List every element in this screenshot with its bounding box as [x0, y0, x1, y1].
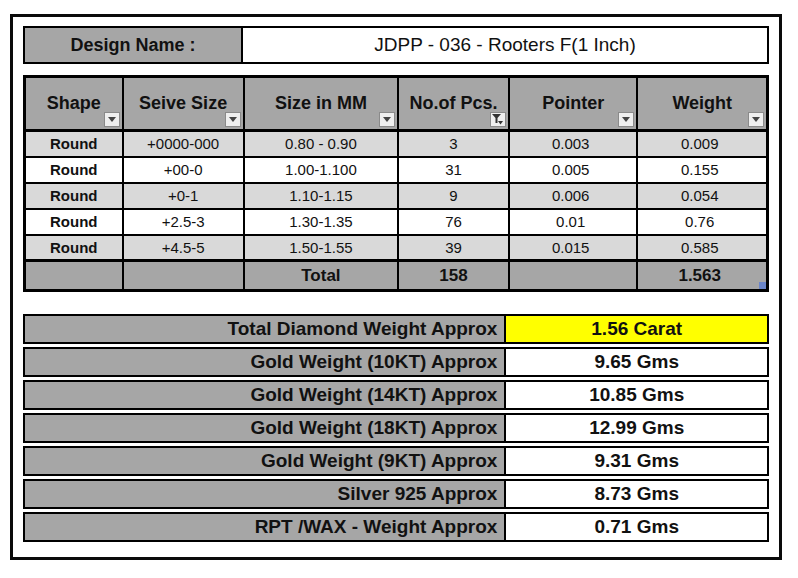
cell-seive: +0000-000 [123, 131, 244, 157]
design-name-row: Design Name : JDPP - 036 - Rooters F(1 I… [23, 26, 769, 64]
filter-dropdown-icon [622, 117, 630, 122]
summary-value: 0.71 Gms [506, 512, 769, 542]
column-header-weight: Weight [637, 77, 767, 131]
column-header-pcs: No.of Pcs. [398, 77, 509, 131]
cell-shape: Round [25, 209, 123, 235]
summary-value: 10.85 Gms [506, 380, 769, 410]
total-weight-cell: 1.563 [637, 261, 767, 291]
summary-label: Gold Weight (14KT) Approx [23, 380, 506, 410]
cell-pointer: 0.015 [509, 235, 638, 261]
cell-mm: 0.80 - 0.90 [244, 131, 399, 157]
cell-mm: 1.10-1.15 [244, 183, 399, 209]
column-header-mm: Size in MM [244, 77, 399, 131]
table-total-row: Total 158 1.563 [25, 261, 768, 291]
cell-seive: +2.5-3 [123, 209, 244, 235]
summary-row: Total Diamond Weight Approx1.56 Carat [23, 314, 769, 344]
filter-dropdown-icon [229, 117, 237, 122]
total-pieces-value: 158 [398, 261, 509, 291]
summary-label: Silver 925 Approx [23, 479, 506, 509]
filter-dropdown-icon [108, 117, 116, 122]
summary-value: 9.31 Gms [506, 446, 769, 476]
total-empty-shape [25, 261, 123, 291]
total-weight-value: 1.563 [678, 266, 721, 285]
filter-active-funnel-icon [492, 114, 503, 125]
table-row: Round+00-01.00-1.100310.0050.155 [25, 157, 768, 183]
cell-weight: 0.009 [637, 131, 767, 157]
table-row: Round+0-11.10-1.1590.0060.054 [25, 183, 768, 209]
cell-weight: 0.76 [637, 209, 767, 235]
column-header-label: Seive Size [139, 93, 227, 113]
cell-pointer: 0.006 [509, 183, 638, 209]
summary-row: Silver 925 Approx8.73 Gms [23, 479, 769, 509]
filter-button-pointer[interactable] [618, 112, 634, 127]
filter-dropdown-icon [383, 117, 391, 122]
cell-shape: Round [25, 235, 123, 261]
filter-button-shape[interactable] [104, 112, 120, 127]
filter-dropdown-icon [752, 117, 760, 122]
column-header-pointer: Pointer [509, 77, 638, 131]
summary-label: Gold Weight (18KT) Approx [23, 413, 506, 443]
cell-shape: Round [25, 183, 123, 209]
summary-label: Total Diamond Weight Approx [23, 314, 506, 344]
filter-button-pcs[interactable] [490, 112, 506, 127]
table-row: Round+4.5-51.50-1.55390.0150.585 [25, 235, 768, 261]
cell-mm: 1.30-1.35 [244, 209, 399, 235]
design-name-label: Design Name : [23, 26, 243, 64]
cell-weight: 0.054 [637, 183, 767, 209]
column-header-label: Pointer [542, 93, 604, 113]
cell-pcs: 76 [398, 209, 509, 235]
cell-seive: +00-0 [123, 157, 244, 183]
summary-value: 9.65 Gms [506, 347, 769, 377]
summary-row: Gold Weight (18KT) Approx12.99 Gms [23, 413, 769, 443]
cell-seive: +0-1 [123, 183, 244, 209]
cell-pcs: 3 [398, 131, 509, 157]
diamond-spec-table: Shape Seive Size Size in MM No.of Pcs. Point… [23, 75, 769, 292]
table-row: Round+2.5-31.30-1.35760.010.76 [25, 209, 768, 235]
total-empty-seive [123, 261, 244, 291]
summary-label: Gold Weight (10KT) Approx [23, 347, 506, 377]
sheet-outer-frame: Design Name : JDPP - 036 - Rooters F(1 I… [10, 14, 782, 560]
cell-pointer: 0.005 [509, 157, 638, 183]
summary-label: RPT /WAX - Weight Approx [23, 512, 506, 542]
cell-weight: 0.155 [637, 157, 767, 183]
cell-pcs: 39 [398, 235, 509, 261]
cell-pcs: 31 [398, 157, 509, 183]
cell-weight: 0.585 [637, 235, 767, 261]
cell-pointer: 0.003 [509, 131, 638, 157]
cell-seive: +4.5-5 [123, 235, 244, 261]
cell-shape: Round [25, 157, 123, 183]
total-empty-pointer [509, 261, 638, 291]
summary-row: RPT /WAX - Weight Approx0.71 Gms [23, 512, 769, 542]
cell-shape: Round [25, 131, 123, 157]
summary-label: Gold Weight (9KT) Approx [23, 446, 506, 476]
comment-marker [759, 282, 766, 289]
table-row: Round+0000-0000.80 - 0.9030.0030.009 [25, 131, 768, 157]
cell-pointer: 0.01 [509, 209, 638, 235]
design-name-value: JDPP - 036 - Rooters F(1 Inch) [243, 26, 769, 64]
total-label: Total [244, 261, 399, 291]
column-header-shape: Shape [25, 77, 123, 131]
filter-button-mm[interactable] [379, 112, 395, 127]
filter-button-weight[interactable] [748, 112, 764, 127]
summary-value: 8.73 Gms [506, 479, 769, 509]
column-header-label: Shape [47, 93, 101, 113]
column-header-label: Size in MM [275, 93, 367, 113]
summary-row: Gold Weight (9KT) Approx9.31 Gms [23, 446, 769, 476]
column-header-label: No.of Pcs. [410, 93, 498, 113]
filter-button-seive[interactable] [225, 112, 241, 127]
cell-pcs: 9 [398, 183, 509, 209]
summary-table: Total Diamond Weight Approx1.56 CaratGol… [23, 314, 769, 542]
cell-mm: 1.00-1.100 [244, 157, 399, 183]
summary-value: 1.56 Carat [506, 314, 769, 344]
column-header-label: Weight [672, 93, 732, 113]
summary-row: Gold Weight (10KT) Approx9.65 Gms [23, 347, 769, 377]
table-header-row: Shape Seive Size Size in MM No.of Pcs. Point… [25, 77, 768, 131]
summary-row: Gold Weight (14KT) Approx10.85 Gms [23, 380, 769, 410]
column-header-seive: Seive Size [123, 77, 244, 131]
cell-mm: 1.50-1.55 [244, 235, 399, 261]
summary-value: 12.99 Gms [506, 413, 769, 443]
